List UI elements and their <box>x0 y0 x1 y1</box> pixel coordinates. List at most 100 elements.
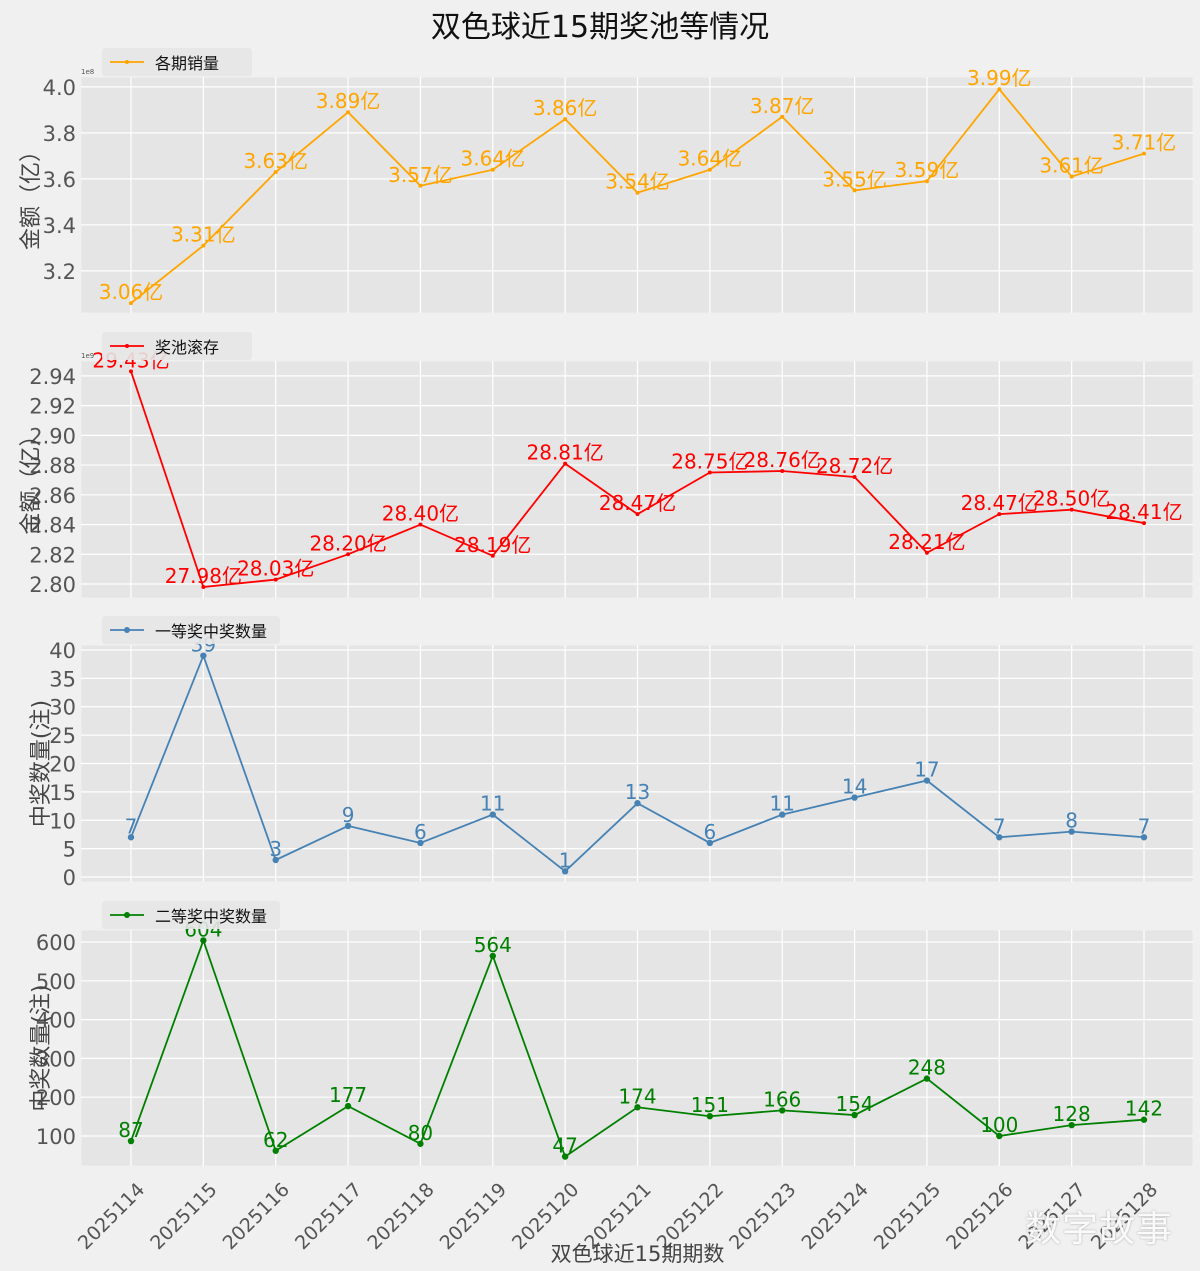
y-tick-label: 3.2 <box>43 260 76 284</box>
data-point <box>997 512 1002 517</box>
data-label: 3 <box>269 837 282 861</box>
y-tick-label: 40 <box>49 639 76 663</box>
data-label: 62 <box>263 1128 288 1152</box>
data-point <box>563 117 568 122</box>
y-tick-label: 4.0 <box>43 76 76 100</box>
y-tick-label: 2.86 <box>29 484 76 508</box>
y-tick-label: 0 <box>63 866 76 890</box>
data-label: 7 <box>125 814 138 838</box>
subplot-sales: 3.2 3.4 3.6 3.8 4.0 1e8 金额（亿） 3.06亿 3.31亿 3.63亿 3.… <box>19 48 1194 314</box>
data-label: 128 <box>1053 1102 1091 1126</box>
data-point <box>634 1104 641 1111</box>
data-point <box>490 167 495 172</box>
data-label: 28.72亿 <box>816 454 893 478</box>
y-tick-label: 3.4 <box>43 214 76 238</box>
data-label: 3.55亿 <box>822 167 887 191</box>
legend-label: 各期销量 <box>155 54 219 73</box>
data-point <box>272 856 279 864</box>
data-label: 3.86亿 <box>533 96 598 120</box>
y-axis-label: 中奖数量(注) <box>29 700 54 827</box>
data-point <box>129 369 133 374</box>
data-label: 13 <box>625 780 650 804</box>
data-label: 174 <box>618 1084 656 1108</box>
data-point <box>489 811 496 818</box>
data-label: 154 <box>835 1092 873 1116</box>
legend-marker-icon <box>124 627 130 633</box>
data-label: 3.87亿 <box>750 94 815 118</box>
data-label: 177 <box>329 1083 367 1107</box>
legend-marker-icon <box>125 344 129 348</box>
data-point <box>1069 507 1074 512</box>
y-tick-label: 600 <box>36 931 76 955</box>
data-label: 248 <box>908 1056 946 1080</box>
data-label: 3.57亿 <box>388 163 453 187</box>
data-point <box>923 777 931 784</box>
data-label: 28.21亿 <box>888 530 965 554</box>
data-point <box>923 1075 931 1082</box>
data-point <box>489 952 496 960</box>
data-label: 28.76亿 <box>744 448 821 472</box>
data-label: 28.50亿 <box>1033 487 1110 511</box>
data-label: 3.54亿 <box>605 170 670 194</box>
data-label: 11 <box>769 792 794 816</box>
data-label: 3.64亿 <box>678 147 743 171</box>
data-label: 28.47亿 <box>961 491 1038 515</box>
data-label: 9 <box>342 803 355 827</box>
data-label: 100 <box>980 1113 1018 1137</box>
y-tick-label: 2.84 <box>29 514 76 538</box>
y-tick-label: 2.80 <box>29 573 76 597</box>
data-point <box>273 577 278 582</box>
data-label: 7 <box>993 814 1006 838</box>
y-tick-label: 2.94 <box>29 365 76 389</box>
data-label: 3.64亿 <box>461 147 526 171</box>
data-point <box>1142 521 1146 526</box>
data-point <box>200 937 207 944</box>
legend-box <box>102 48 252 76</box>
data-point <box>418 183 423 188</box>
y-tick-label: 200 <box>36 1086 76 1110</box>
watermark: 数字故事 <box>1025 1209 1174 1250</box>
y-tick-label: 500 <box>36 970 76 994</box>
data-point <box>1142 151 1146 156</box>
data-label: 3.61亿 <box>1039 154 1104 178</box>
data-label: 3.06亿 <box>99 280 164 304</box>
y-tick-label: 100 <box>36 1125 76 1149</box>
data-point <box>996 1132 1003 1140</box>
data-point <box>200 652 207 659</box>
y-tick-label: 5 <box>63 838 76 862</box>
data-label: 28.19亿 <box>454 533 531 557</box>
data-label: 80 <box>408 1121 433 1145</box>
y-tick-label: 3.8 <box>43 122 76 146</box>
data-point <box>707 470 712 475</box>
legend-label: 一等奖中奖数量 <box>155 622 267 641</box>
data-label: 11 <box>480 792 505 816</box>
chart-title: 双色球近15期奖池等情况 <box>430 10 770 45</box>
data-label: 142 <box>1125 1097 1163 1121</box>
legend-label: 二等奖中奖数量 <box>155 907 267 926</box>
data-label: 3.71亿 <box>1112 131 1177 155</box>
data-point <box>779 1107 786 1114</box>
data-point <box>561 1153 569 1160</box>
data-point <box>490 553 495 558</box>
data-label: 28.40亿 <box>382 502 459 526</box>
data-label: 1 <box>559 848 572 872</box>
data-point <box>635 512 640 517</box>
y-tick-label: 20 <box>49 753 76 777</box>
data-point <box>1068 828 1075 835</box>
data-point <box>563 461 568 466</box>
legend-box <box>102 901 280 929</box>
data-label: 6 <box>703 820 716 844</box>
data-point <box>779 811 786 818</box>
data-label: 564 <box>474 933 512 957</box>
y-tick-label: 2.90 <box>29 424 76 448</box>
data-point <box>1069 174 1074 179</box>
data-label: 3.59亿 <box>895 158 960 182</box>
legend-box <box>102 616 280 644</box>
y-tick-label: 2.88 <box>29 454 76 478</box>
offset-text: 1e8 <box>81 68 94 76</box>
data-label: 28.41亿 <box>1105 500 1182 524</box>
legend: 一等奖中奖数量 <box>102 616 280 644</box>
data-point <box>634 800 641 807</box>
data-label: 3.99亿 <box>967 66 1032 90</box>
data-point <box>852 188 857 193</box>
